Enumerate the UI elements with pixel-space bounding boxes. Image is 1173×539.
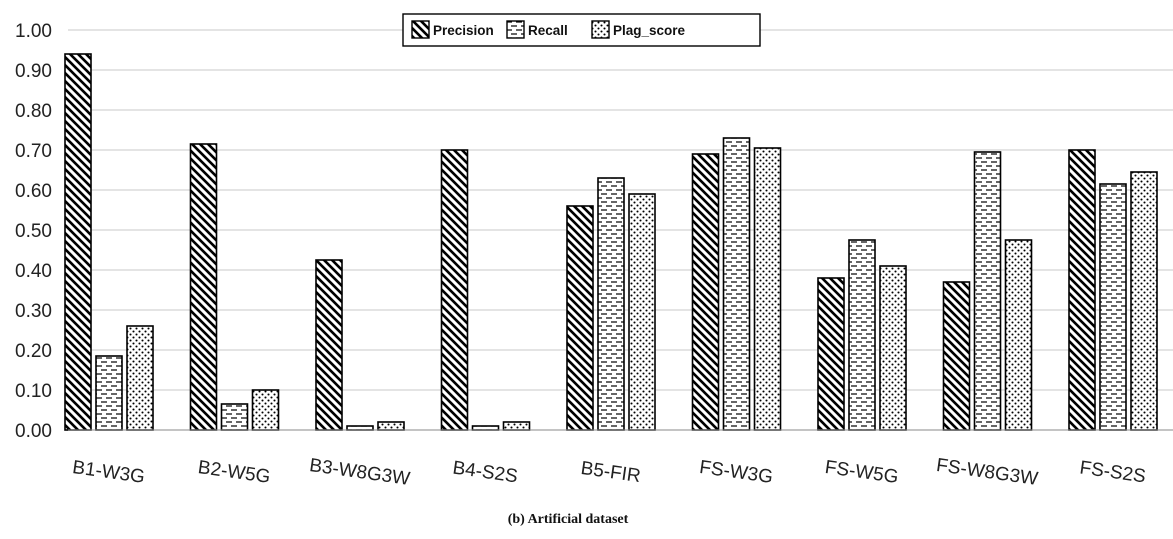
legend-box xyxy=(402,13,761,47)
bar-precision-b3-w8g3w xyxy=(315,259,343,431)
bar-plag-score-fs-s2s xyxy=(1130,171,1158,431)
bar-plag-score-b3-w8g3w xyxy=(377,421,405,431)
y-axis-tick-labels: 0.00 0.10 0.20 0.30 0.40 0.50 0.60 0.70 0.80 0.90… xyxy=(15,21,52,442)
y-tick-label: 0.00 xyxy=(15,421,52,442)
legend-swatch-recall xyxy=(506,20,525,39)
bar-recall-b1-w3g xyxy=(95,355,123,431)
bar-plag-score-fs-w5g xyxy=(879,265,907,431)
bar-recall-b5-fir xyxy=(597,177,625,431)
bar-plag-score-b2-w5g xyxy=(251,389,280,431)
bar-plag-score-fs-w8g3w xyxy=(1004,239,1033,431)
y-tick-label: 0.20 xyxy=(15,341,52,362)
x-category-label: B1-W3G xyxy=(71,457,146,488)
bar-recall-b2-w5g xyxy=(220,403,249,431)
y-tick-label: 0.60 xyxy=(15,181,52,202)
y-tick-label: 0.80 xyxy=(15,101,52,122)
bar-precision-fs-w5g xyxy=(817,277,845,431)
x-axis-category-labels: B1-W3G B2-W5G B3-W8G3W B4-S2S B5-FIR FS-W3G FS… xyxy=(71,455,1147,490)
bar-recall-fs-w8g3w xyxy=(973,151,1002,431)
bar-recall-fs-w5g xyxy=(848,239,876,431)
x-category-label: FS-W5G xyxy=(824,457,900,488)
bar-precision-b2-w5g xyxy=(189,143,218,431)
y-tick-label: 1.00 xyxy=(15,21,52,42)
bars xyxy=(64,53,1158,431)
bar-recall-b4-s2s xyxy=(471,425,500,431)
y-tick-label: 0.90 xyxy=(15,61,52,82)
x-category-label: FS-S2S xyxy=(1078,457,1147,487)
bar-precision-fs-s2s xyxy=(1068,149,1096,431)
bar-recall-b3-w8g3w xyxy=(346,425,374,431)
x-category-label: FS-W8G3W xyxy=(935,455,1039,490)
y-tick-label: 0.10 xyxy=(15,381,52,402)
x-category-label: FS-W3G xyxy=(698,457,774,488)
bar-plag-score-b1-w3g xyxy=(126,325,154,431)
x-category-label: B4-S2S xyxy=(451,458,519,488)
bar-recall-fs-w3g xyxy=(722,137,751,431)
bar-plag-score-b4-s2s xyxy=(502,421,531,431)
figure-caption: (b) Artificial dataset xyxy=(508,512,629,527)
y-tick-label: 0.40 xyxy=(15,261,52,282)
legend-swatch-precision xyxy=(411,20,430,39)
y-tick-label: 0.50 xyxy=(15,221,52,242)
y-tick-label: 0.70 xyxy=(15,141,52,162)
legend: Precision Recall Plag_score xyxy=(402,13,761,47)
x-category-label: B2-W5G xyxy=(197,457,272,488)
legend-swatch-plag-score xyxy=(591,20,610,39)
legend-label-precision: Precision xyxy=(433,23,494,38)
legend-label-recall: Recall xyxy=(528,23,568,38)
x-category-label: B3-W8G3W xyxy=(308,455,411,490)
y-tick-label: 0.30 xyxy=(15,301,52,322)
bar-precision-b4-s2s xyxy=(440,149,469,431)
bar-precision-fs-w8g3w xyxy=(942,281,971,431)
bar-precision-b5-fir xyxy=(566,205,594,431)
bar-plag-score-b5-fir xyxy=(628,193,656,431)
bar-recall-fs-s2s xyxy=(1099,183,1127,431)
bar-plag-score-fs-w3g xyxy=(753,147,782,431)
bar-precision-b1-w3g xyxy=(64,53,92,431)
bar-precision-fs-w3g xyxy=(691,153,720,431)
legend-label-plag-score: Plag_score xyxy=(613,23,686,38)
x-category-label: B5-FIR xyxy=(579,458,642,487)
